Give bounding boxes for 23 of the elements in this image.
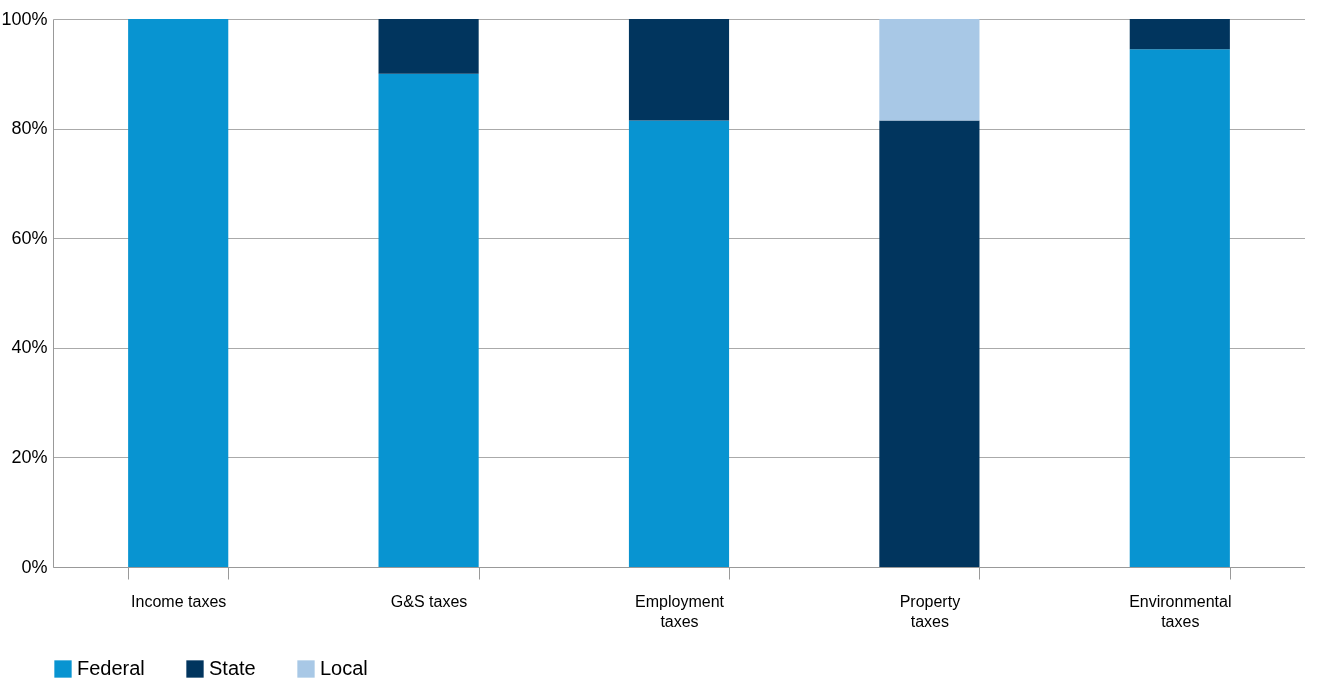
x-tick-label: G&S taxes: [390, 592, 468, 610]
y-tick-label: 20%: [11, 446, 48, 467]
bar: [879, 19, 980, 121]
x-tick-label: Employment taxes: [635, 592, 725, 630]
bar: [628, 120, 730, 567]
y-tick-label: 80%: [11, 118, 48, 139]
x-tick-label: Environmental taxes: [1129, 592, 1232, 630]
y-tick-label: 0%: [21, 556, 48, 577]
bar: [378, 73, 479, 567]
bar: [1129, 19, 1230, 50]
y-tick-label: 40%: [11, 337, 48, 358]
legend-label: Local: [320, 657, 368, 679]
y-tick-label: 60%: [11, 227, 48, 248]
x-tick-label: Income taxes: [131, 592, 227, 610]
legend-label: State: [209, 657, 256, 679]
bar: [378, 19, 479, 74]
legend-label: Federal: [77, 657, 145, 679]
bar: [628, 19, 730, 121]
x-tick-label: Property taxes: [899, 592, 961, 630]
y-tick-label: 100%: [1, 8, 48, 29]
bar: [879, 120, 980, 567]
bar: [1129, 49, 1230, 567]
bar: [128, 19, 229, 567]
